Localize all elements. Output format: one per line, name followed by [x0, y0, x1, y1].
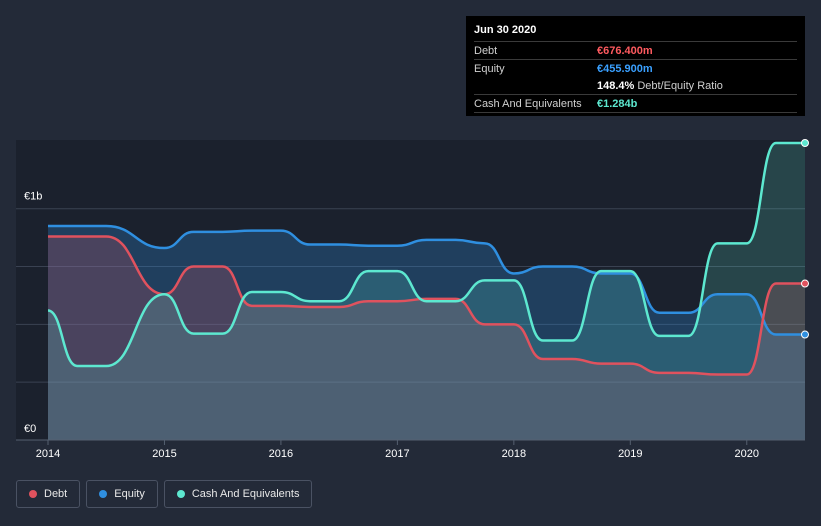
- y-tick-label: €1b: [24, 191, 42, 203]
- endpoint-cash-and-equivalents: [801, 139, 809, 147]
- tooltip-debt-row: Debt €676.400m: [474, 41, 797, 59]
- area-cash-and-equivalents: [48, 143, 805, 440]
- tooltip-debt-value: €676.400m: [597, 44, 653, 57]
- legend-item-debt[interactable]: Debt: [16, 480, 81, 508]
- tooltip-debt-label: Debt: [474, 44, 498, 57]
- gridlines: [16, 208, 805, 383]
- legend-item-equity[interactable]: Equity: [86, 480, 158, 508]
- x-tick-label: 2017: [385, 448, 409, 460]
- tooltip-ratio-value: 148.4%: [597, 79, 635, 92]
- endpoint-equity: [801, 330, 809, 339]
- legend-debt-swatch: [29, 490, 37, 498]
- legend-debt-label: Debt: [44, 488, 68, 500]
- chart-legend: Debt Equity Cash And Equivalents: [16, 480, 313, 508]
- tooltip-cash-label: Cash And Equivalents: [474, 97, 582, 110]
- legend-equity-swatch: [99, 490, 108, 498]
- tooltip-equity-value: €455.900m: [597, 62, 653, 75]
- legend-equity-label: Equity: [114, 488, 145, 500]
- x-tick-label: 2016: [269, 448, 293, 460]
- tooltip-date: Jun 30 2020: [474, 24, 537, 36]
- tooltip-equity-row: Equity €455.900m: [474, 59, 797, 77]
- x-axis-ticks: 2014 2015 2016 2017 2018 2019 2020: [36, 440, 759, 460]
- x-tick-label: 2020: [735, 448, 759, 460]
- line-debt: [48, 235, 805, 376]
- tooltip-equity-label: Equity: [474, 62, 505, 75]
- legend-cash-label: Cash And Equivalents: [191, 488, 300, 500]
- x-tick-label: 2014: [36, 448, 60, 460]
- data-tooltip: Jun 30 2020 Debt €676.400m Equity €455.9…: [466, 16, 805, 116]
- y-tick-label: €0: [24, 423, 36, 435]
- area-equity: [48, 226, 805, 440]
- plot-background: [16, 140, 805, 440]
- legend-cash-swatch: [176, 490, 185, 498]
- series-endpoints: [801, 139, 809, 339]
- line-equity: [47, 224, 805, 336]
- x-tick-label: 2015: [152, 448, 176, 460]
- endpoint-debt: [801, 279, 809, 288]
- y-axis-ticks: €1b €0: [24, 191, 42, 435]
- x-tick-label: 2019: [618, 448, 642, 460]
- series-lines: [47, 141, 805, 376]
- tooltip-cash-row: Cash And Equivalents €1.284b: [474, 94, 797, 113]
- tooltip-cash-value: €1.284b: [597, 97, 638, 110]
- tooltip-ratio-row: 148.4% Debt/Equity Ratio: [474, 77, 797, 94]
- line-cash-and-equivalents: [47, 141, 805, 368]
- legend-item-cash[interactable]: Cash And Equivalents: [163, 480, 313, 508]
- x-tick-label: 2018: [502, 448, 526, 460]
- tooltip-ratio-label: Debt/Equity Ratio: [637, 79, 723, 92]
